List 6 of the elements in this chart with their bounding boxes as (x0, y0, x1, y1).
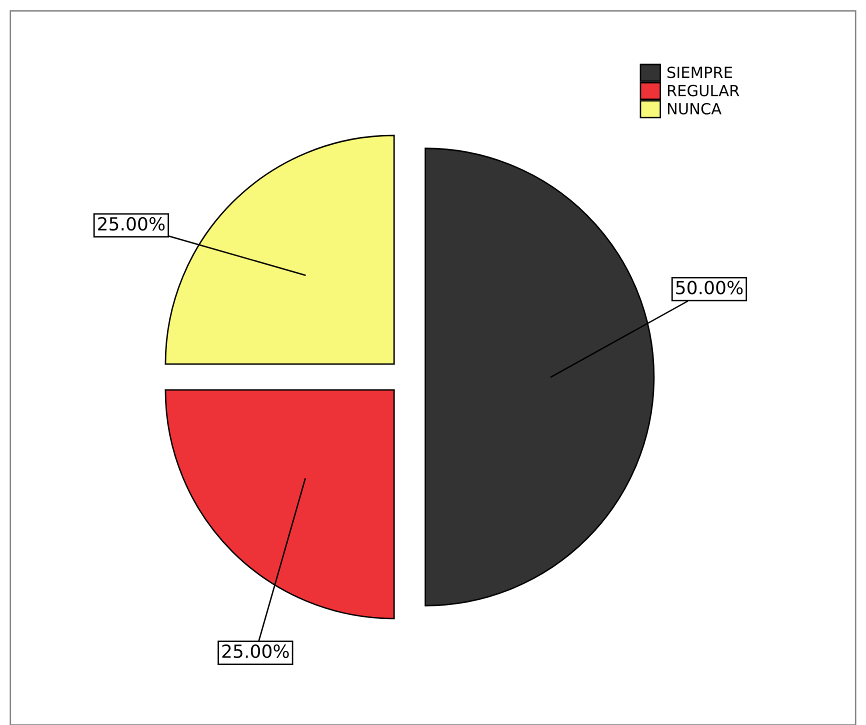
legend-label: SIEMPRE (667, 66, 732, 78)
data-label: 50.00% (676, 280, 743, 294)
data-label: 25.00% (222, 644, 289, 658)
legend-label: NUNCA (668, 102, 722, 115)
legend-label: REGULAR (668, 84, 740, 96)
data-label: 25.00% (98, 216, 165, 231)
